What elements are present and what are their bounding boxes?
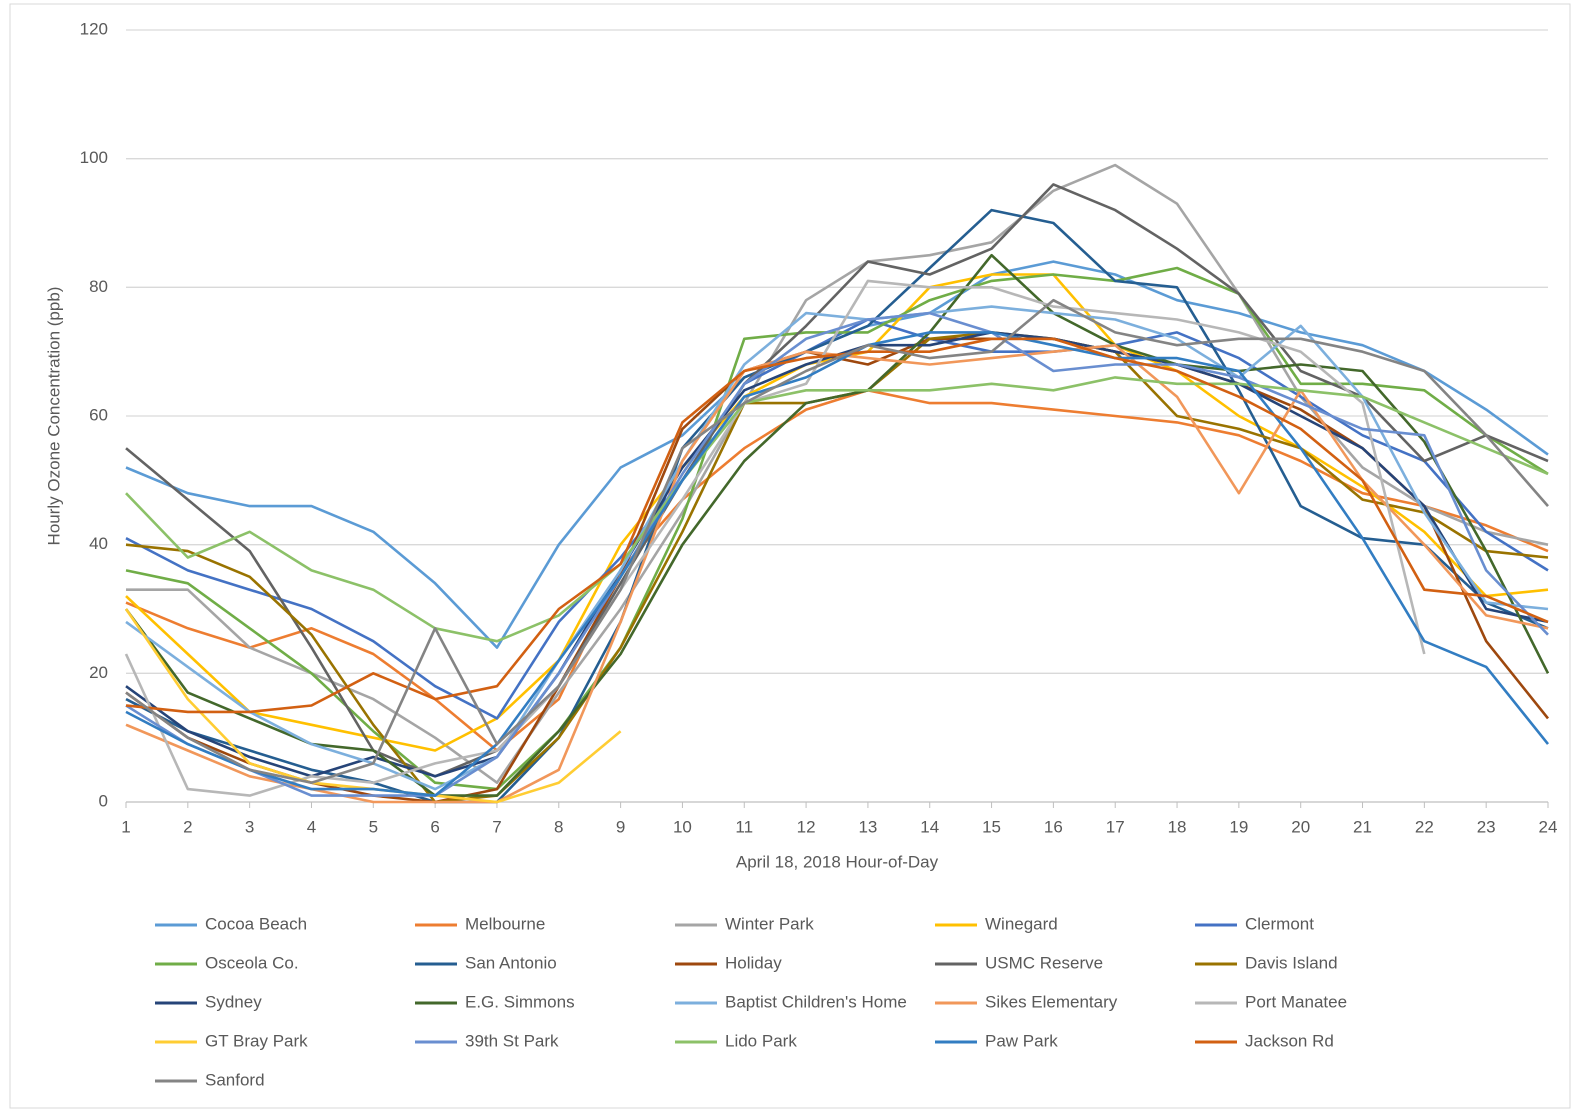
y-tick-label: 40 [89,534,108,553]
x-tick-label: 17 [1106,817,1125,836]
x-tick-label: 8 [554,817,563,836]
legend-label: Winegard [985,914,1058,933]
x-tick-label: 4 [307,817,316,836]
x-tick-label: 7 [492,817,501,836]
legend-label: Sanford [205,1070,265,1089]
x-tick-label: 24 [1539,817,1558,836]
x-tick-label: 9 [616,817,625,836]
y-axis-label: Hourly Ozone Concentration (ppb) [44,287,63,546]
x-tick-label: 10 [673,817,692,836]
series-line [125,311,1549,797]
legend-label: Port Manatee [1245,992,1347,1011]
x-tick-label: 12 [797,817,816,836]
x-tick-label: 13 [858,817,877,836]
x-tick-label: 23 [1477,817,1496,836]
series-line [125,376,1549,643]
y-tick-label: 80 [89,277,108,296]
y-tick-label: 20 [89,663,108,682]
x-tick-label: 14 [920,817,939,836]
legend-label: Jackson Rd [1245,1031,1334,1050]
series-line [125,305,1549,791]
series-line [125,389,1549,752]
x-tick-label: 21 [1353,817,1372,836]
x-tick-label: 5 [369,817,378,836]
legend-label: Sydney [205,992,262,1011]
x-tick-label: 15 [982,817,1001,836]
legend-label: Holiday [725,953,782,972]
x-tick-label: 11 [735,817,753,836]
y-tick-label: 0 [99,791,108,810]
legend-label: Osceola Co. [205,953,299,972]
series-line [124,253,1550,797]
legend-label: E.G. Simmons [465,992,575,1011]
x-tick-label: 18 [1168,817,1187,836]
legend-label: Paw Park [985,1031,1058,1050]
legend-label: San Antonio [465,953,557,972]
x-tick-label: 19 [1229,817,1248,836]
y-tick-label: 120 [80,19,108,38]
y-tick-label: 100 [80,148,108,167]
series-line [125,337,1549,714]
x-tick-label: 6 [430,817,439,836]
legend-label: 39th St Park [465,1031,559,1050]
legend-label: USMC Reserve [985,953,1103,972]
x-tick-label: 16 [1044,817,1063,836]
series-line [125,331,1550,797]
x-tick-label: 3 [245,817,254,836]
legend-label: Sikes Elementary [985,992,1118,1011]
x-axis-label: April 18, 2018 Hour-of-Day [736,852,939,871]
series-line [124,279,1426,797]
x-tick-label: 22 [1415,817,1434,836]
legend-label: GT Bray Park [205,1031,308,1050]
x-tick-label: 2 [183,817,192,836]
y-tick-label: 60 [89,405,108,424]
legend-label: Winter Park [725,914,814,933]
series-line [125,298,1549,784]
x-tick-label: 1 [121,817,130,836]
legend-label: Lido Park [725,1031,797,1050]
legend-label: Cocoa Beach [205,914,307,933]
x-tick-label: 20 [1291,817,1310,836]
legend-label: Baptist Children's Home [725,992,907,1011]
chart-frame [9,3,1571,1109]
legend-label: Melbourne [465,914,545,933]
legend-label: Clermont [1245,914,1314,933]
legend-label: Davis Island [1245,953,1338,972]
series-line [125,183,1549,778]
